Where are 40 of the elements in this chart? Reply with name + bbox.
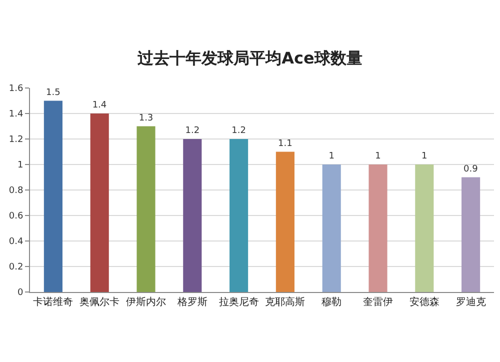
y-tick-label: 0.6 [8, 212, 24, 222]
x-tick-label: 克耶高斯 [265, 296, 306, 308]
y-tick-label: 0.2 [8, 262, 24, 273]
y-tick-label: 1 [17, 160, 24, 171]
bar [90, 114, 109, 292]
x-tick-label: 卡诺维奇 [33, 296, 74, 308]
data-label: 1.4 [92, 100, 107, 110]
chart-title: 过去十年发球局平均Ace球数量 [136, 48, 362, 68]
bar [322, 164, 341, 292]
bar [462, 177, 480, 292]
data-label: 1 [422, 152, 428, 162]
bar [276, 152, 294, 292]
x-tick-label: 罗迪克 [456, 296, 486, 308]
y-tick-label: 0.4 [8, 237, 24, 248]
x-tick-label: 拉奥尼奇 [218, 296, 259, 308]
y-tick-label: 1.4 [8, 110, 24, 120]
x-tick-label: 穆勒 [322, 296, 342, 308]
bar [230, 139, 248, 292]
y-tick-label: 1.6 [8, 84, 24, 94]
bar [136, 126, 156, 292]
data-label: 1.2 [185, 126, 200, 136]
data-label: 1.1 [278, 138, 292, 149]
data-label: 1.3 [138, 113, 154, 124]
data-label: 1 [328, 152, 334, 162]
data-label: 1 [375, 152, 381, 162]
x-tick-label: 奥佩尔卡 [80, 296, 120, 308]
y-tick-label: 0.8 [8, 186, 24, 196]
bar [44, 100, 62, 292]
x-tick-label: 格罗斯 [176, 296, 208, 308]
x-tick-label: 安德森 [409, 296, 440, 308]
data-label: 0.9 [464, 164, 478, 174]
data-label: 1.5 [46, 88, 60, 98]
data-label: 1.2 [232, 126, 246, 136]
x-tick-label: 奎雷伊 [363, 296, 393, 308]
y-tick-label: 0 [17, 288, 24, 298]
bar [183, 139, 202, 292]
bar [415, 164, 434, 292]
bar [368, 164, 388, 292]
y-tick-label: 1.2 [8, 135, 24, 146]
x-tick-label: 伊斯内尔 [126, 296, 166, 308]
